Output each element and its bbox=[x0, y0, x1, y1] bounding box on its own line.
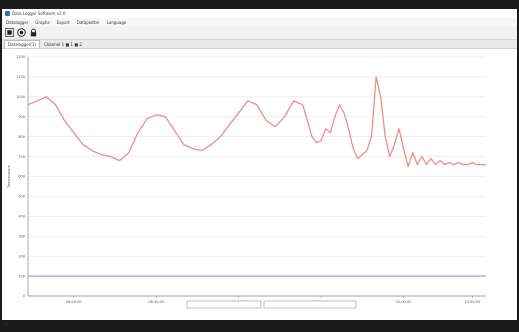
record-button[interactable] bbox=[17, 28, 26, 37]
x-tick-label: 08:00:00 bbox=[66, 300, 82, 304]
menu-dataplotter[interactable]: Dataplotter bbox=[76, 19, 100, 25]
x-tick-label: 10:00:00 bbox=[396, 300, 412, 304]
x-tick-label: 10:30:00 bbox=[464, 300, 480, 304]
tick-labels: 0 100 200 300 400 500 600 700 800 900 1000 1100 1200… bbox=[7, 55, 480, 309]
y-tick-label: 500 bbox=[18, 195, 25, 199]
menu-graphs[interactable]: Graphs bbox=[35, 19, 50, 25]
grid-lines bbox=[28, 56, 486, 297]
channel-options[interactable]: Channel 1 ■ 1 ■ 2 bbox=[43, 41, 82, 47]
stop-button[interactable] bbox=[5, 28, 14, 37]
chart-axes bbox=[27, 57, 486, 298]
tab-datalogger[interactable]: Datalogger(1) bbox=[4, 40, 40, 48]
y-axis-title: Temperature bbox=[7, 165, 11, 188]
y-tick-label: 300 bbox=[18, 234, 25, 238]
chart-area: 0 100 200 300 400 500 600 700 800 900 1000 1100 1200… bbox=[2, 49, 517, 320]
lock-button[interactable] bbox=[29, 28, 38, 37]
toolbar bbox=[2, 26, 517, 40]
y-tick-label: 700 bbox=[18, 155, 25, 159]
menu-datalogger[interactable]: Datalogger bbox=[6, 19, 29, 25]
lock-icon bbox=[30, 28, 37, 37]
y-tick-label: 1200 bbox=[16, 55, 25, 59]
series-group bbox=[27, 76, 486, 277]
stop-icon bbox=[5, 28, 14, 37]
series-line-1 bbox=[27, 76, 486, 168]
record-icon bbox=[17, 28, 26, 37]
line-chart: 0 100 200 300 400 500 600 700 800 900 1000 1100 1200… bbox=[7, 55, 486, 309]
menu-export[interactable]: Export bbox=[56, 19, 70, 25]
legend-box-1 bbox=[186, 300, 262, 309]
y-tick-label: 100 bbox=[18, 274, 25, 278]
y-tick-label: 1100 bbox=[16, 75, 25, 79]
y-tick-label: 200 bbox=[18, 254, 25, 258]
y-tick-label: 400 bbox=[18, 215, 25, 219]
window-title: Data Logger Software v2.0 bbox=[12, 11, 66, 16]
scroll-arrow[interactable] bbox=[2, 313, 10, 327]
y-tick-label: 1000 bbox=[16, 95, 25, 99]
app-window: Data Logger Software v2.0 Datalogger Gra… bbox=[2, 9, 517, 320]
y-tick-label: 800 bbox=[18, 135, 25, 139]
tab-bar: Datalogger(1) Channel 1 ■ 1 ■ 2 bbox=[2, 40, 517, 49]
arrow-icon bbox=[3, 322, 8, 327]
app-icon bbox=[5, 11, 10, 16]
legend-box-2 bbox=[263, 300, 357, 309]
y-tick-label: 600 bbox=[18, 175, 25, 179]
y-tick-label: 0 bbox=[23, 294, 25, 298]
menu-bar: Datalogger Graphs Export Dataplotter Lan… bbox=[2, 18, 517, 26]
x-tick-label: 08:30:00 bbox=[148, 300, 164, 304]
y-tick-label: 900 bbox=[18, 115, 25, 119]
legend bbox=[186, 300, 357, 309]
title-bar: Data Logger Software v2.0 bbox=[2, 9, 517, 18]
menu-language[interactable]: Language bbox=[106, 19, 127, 25]
